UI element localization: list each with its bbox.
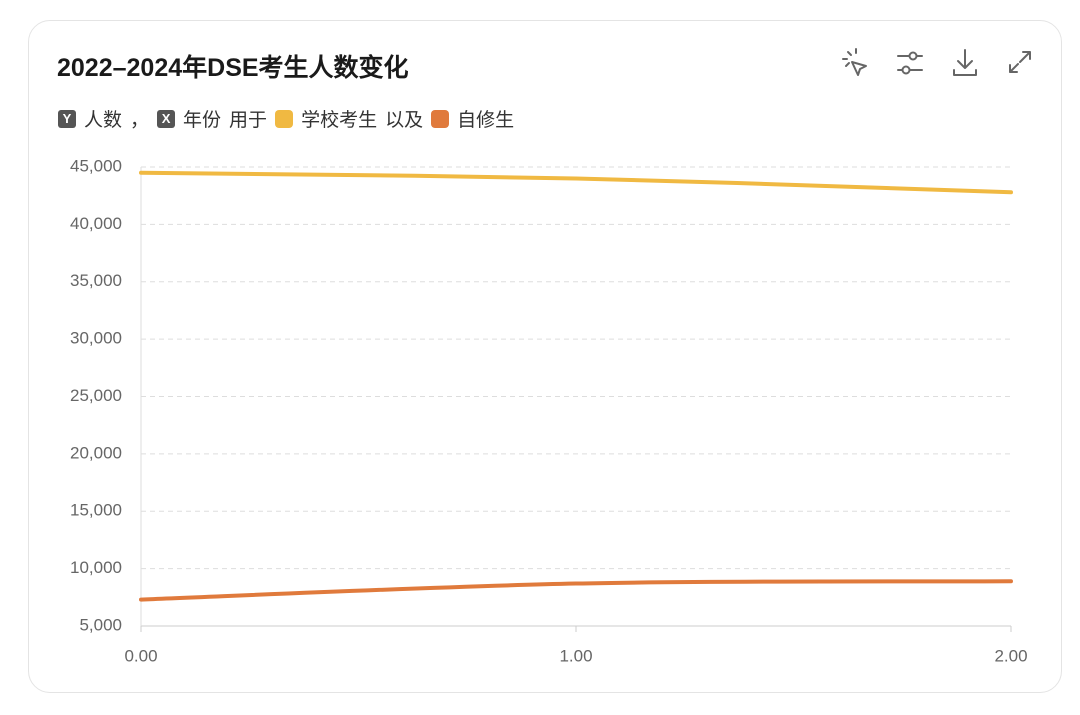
x-tick-label: 1.00 bbox=[559, 646, 592, 665]
y-tick-label: 45,000 bbox=[70, 156, 122, 175]
select-icon[interactable] bbox=[842, 48, 867, 76]
y-tick-label: 5,000 bbox=[79, 615, 122, 634]
download-icon[interactable] bbox=[953, 49, 977, 76]
x-badge: X bbox=[157, 109, 176, 128]
y-tick-label: 15,000 bbox=[70, 501, 122, 520]
x-tick-label: 2.00 bbox=[994, 646, 1027, 665]
y-tick-label: 30,000 bbox=[70, 329, 122, 348]
legend-swatch bbox=[431, 109, 450, 128]
chart-title: 2022–2024年DSE考生人数变化 bbox=[57, 54, 409, 82]
x-label: 年份 bbox=[183, 110, 222, 131]
legend-swatch bbox=[275, 109, 294, 128]
legend-label[interactable]: 自修生 bbox=[457, 110, 515, 131]
toolbar bbox=[842, 48, 1031, 76]
y-label: 人数 bbox=[84, 110, 123, 131]
y-tick-label: 10,000 bbox=[70, 558, 122, 577]
chart-card bbox=[28, 20, 1062, 693]
y-tick-label: 20,000 bbox=[70, 443, 122, 462]
legend-connector: ， bbox=[130, 110, 150, 131]
settings-icon[interactable] bbox=[897, 51, 923, 75]
y-badge: Y bbox=[58, 109, 76, 128]
legend-connector: 用于 bbox=[229, 110, 268, 131]
y-tick-label: 40,000 bbox=[70, 214, 122, 233]
expand-icon[interactable] bbox=[1009, 51, 1031, 73]
legend-connector: 以及 bbox=[385, 110, 424, 131]
legend: Y 人数 ， X 年份 用于 学校考生 以及 自修生 bbox=[58, 105, 514, 132]
y-tick-label: 25,000 bbox=[70, 386, 122, 405]
x-tick-label: 0.00 bbox=[124, 646, 157, 665]
series-line bbox=[139, 170, 1013, 195]
y-tick-label: 35,000 bbox=[70, 271, 122, 290]
series-line bbox=[139, 579, 1013, 602]
legend-label[interactable]: 学校考生 bbox=[301, 110, 378, 131]
